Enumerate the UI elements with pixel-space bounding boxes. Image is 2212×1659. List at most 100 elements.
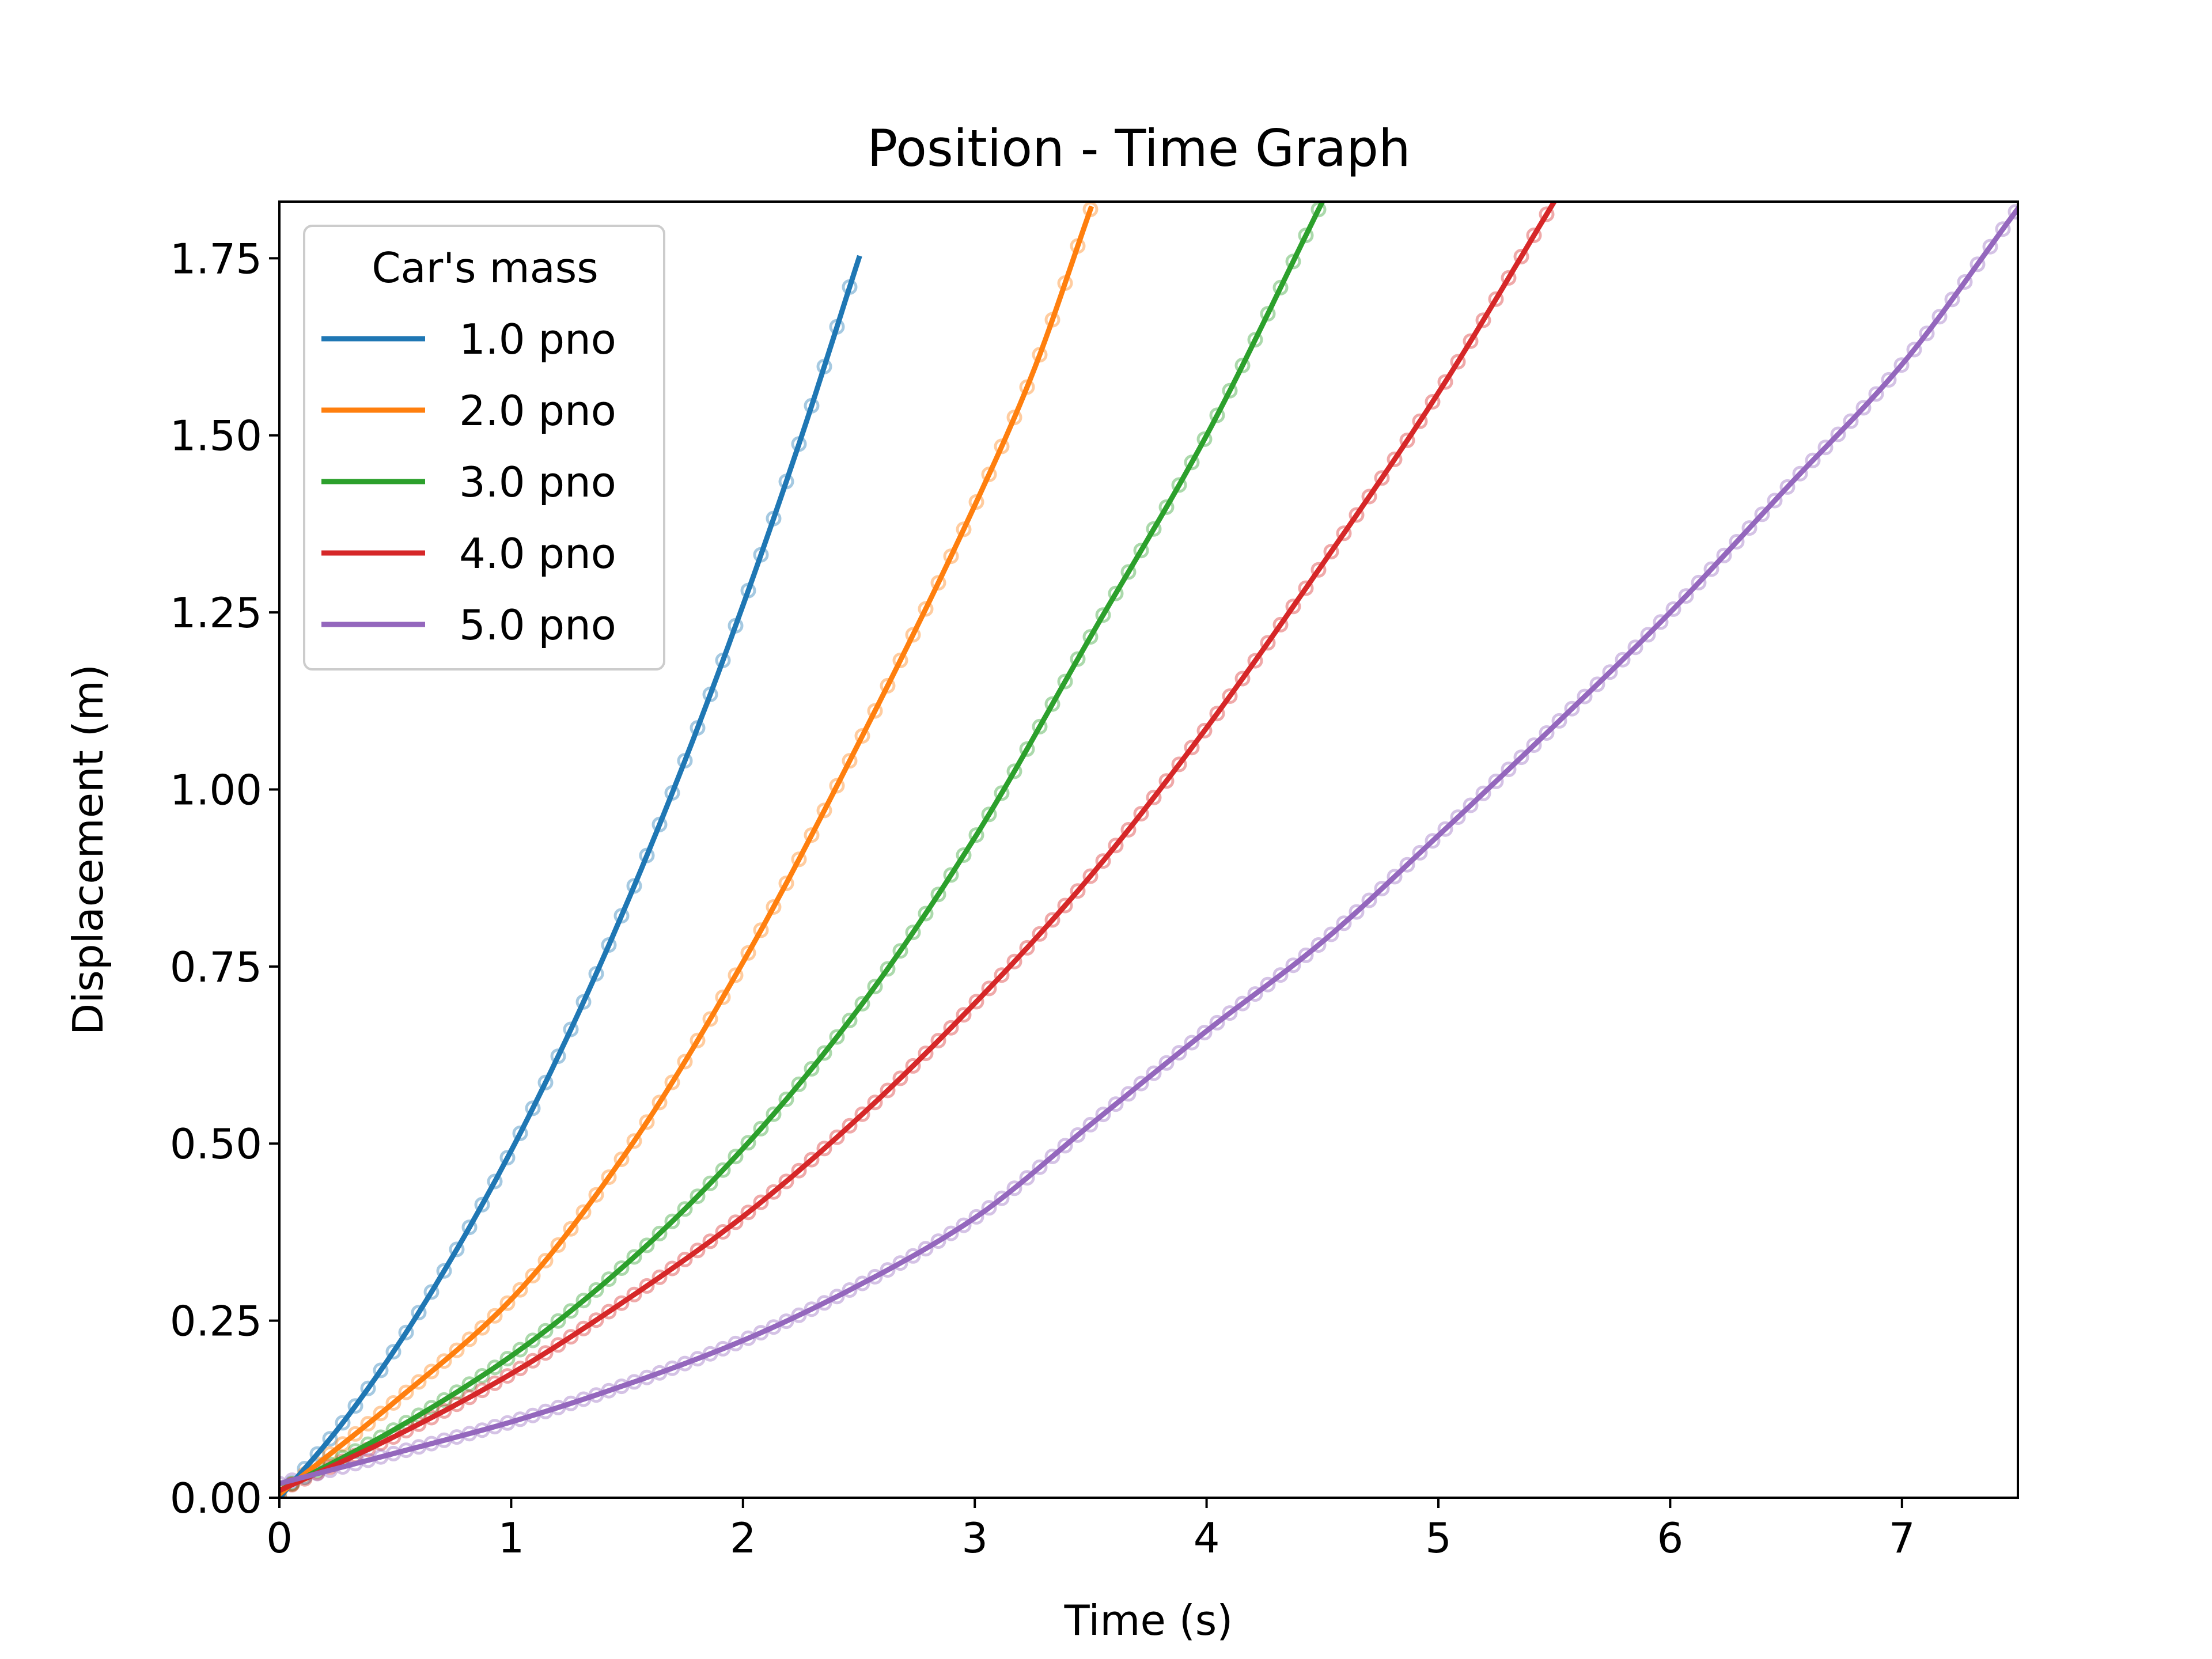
data-point xyxy=(1488,291,1504,307)
data-point xyxy=(1057,673,1073,690)
data-point xyxy=(411,1305,427,1321)
data-point xyxy=(360,1380,376,1396)
legend-title: Car's mass xyxy=(372,244,598,292)
data-point xyxy=(1095,607,1111,623)
data-point xyxy=(892,943,908,959)
data-point xyxy=(626,1249,642,1265)
data-point xyxy=(867,1094,883,1111)
data-point xyxy=(943,1225,959,1241)
data-point xyxy=(778,1313,794,1330)
data-point xyxy=(588,1187,604,1203)
data-point xyxy=(626,1133,642,1149)
data-point xyxy=(702,1175,718,1191)
data-point xyxy=(930,1233,946,1249)
data-point xyxy=(994,967,1010,983)
data-point xyxy=(766,1319,782,1335)
legend-label-5-0-pno: 5.0 pno xyxy=(459,601,616,649)
data-point xyxy=(1285,957,1301,974)
legend-entries: 1.0 pno 2.0 pno 3.0 pno 4.0 pno 5.0 pno xyxy=(321,315,616,649)
data-point xyxy=(1577,688,1593,704)
data-point xyxy=(791,1162,807,1179)
data-point xyxy=(322,1431,338,1447)
data-point xyxy=(1741,520,1758,536)
data-point xyxy=(1539,206,1555,222)
data-point xyxy=(1196,431,1213,447)
data-point xyxy=(385,1344,402,1360)
data-point xyxy=(512,1361,528,1377)
data-point xyxy=(1108,1096,1124,1112)
legend-label-1-0-pno: 1.0 pno xyxy=(459,315,616,363)
data-point xyxy=(474,1368,490,1384)
data-point xyxy=(905,925,921,941)
data-point xyxy=(1158,1055,1175,1071)
data-point xyxy=(1272,616,1289,632)
data-point xyxy=(1285,599,1301,615)
data-point xyxy=(1285,253,1301,270)
data-point xyxy=(1627,639,1643,656)
data-point xyxy=(1957,274,1973,290)
data-point xyxy=(943,867,959,883)
data-point xyxy=(1425,833,1441,849)
data-point xyxy=(1893,357,1910,373)
data-point xyxy=(778,876,794,891)
data-point xyxy=(525,1268,541,1283)
data-point xyxy=(1640,627,1656,643)
data-point xyxy=(930,887,946,903)
data-point xyxy=(398,1384,414,1400)
plot-area xyxy=(278,200,2019,1499)
y-axis-label: Displacement (m) xyxy=(64,664,112,1035)
data-point xyxy=(1222,688,1238,704)
data-point xyxy=(791,851,807,868)
data-point xyxy=(1995,221,2011,237)
data-point xyxy=(854,728,870,744)
data-point xyxy=(1184,454,1200,471)
data-point xyxy=(943,548,959,565)
data-point xyxy=(1171,477,1187,493)
y-tick-label: 1.25 xyxy=(170,589,262,637)
data-point xyxy=(943,1020,959,1036)
data-point xyxy=(1234,671,1251,687)
x-axis: 0 1 2 3 4 5 6 7 xyxy=(266,1498,1915,1562)
data-point xyxy=(892,1255,908,1271)
data-point xyxy=(1387,869,1403,885)
data-point xyxy=(715,1162,731,1178)
data-point xyxy=(385,1395,402,1411)
data-point xyxy=(1944,291,1960,308)
legend-label-4-0-pno: 4.0 pno xyxy=(459,529,616,578)
data-point xyxy=(753,1194,769,1210)
data-point xyxy=(842,1013,858,1028)
data-point xyxy=(1247,332,1263,348)
data-point xyxy=(1196,722,1213,738)
data-point xyxy=(1450,809,1466,825)
data-point xyxy=(1006,953,1022,969)
data-point xyxy=(740,945,756,961)
data-point xyxy=(512,1125,528,1141)
data-point xyxy=(1843,413,1859,429)
data-point xyxy=(1437,821,1453,837)
data-point xyxy=(1209,706,1225,722)
data-point xyxy=(816,802,832,819)
data-point xyxy=(1513,749,1529,766)
data-point xyxy=(575,1293,592,1309)
data-point xyxy=(842,753,858,769)
series-line-3-0-pno xyxy=(279,202,1325,1494)
data-point xyxy=(1374,470,1390,486)
data-point xyxy=(968,994,984,1010)
data-point xyxy=(677,1054,693,1070)
data-point xyxy=(854,1106,870,1122)
data-point xyxy=(1006,763,1022,779)
data-point xyxy=(613,1260,630,1276)
data-point xyxy=(1463,333,1479,349)
data-point xyxy=(1855,400,1872,416)
data-point xyxy=(474,1382,490,1399)
data-point xyxy=(423,1363,440,1380)
x-tick-label: 7 xyxy=(1889,1514,1915,1562)
data-point xyxy=(664,1213,680,1229)
data-point xyxy=(1019,940,1035,956)
data-point xyxy=(461,1389,478,1406)
series-4-0-pno-markers xyxy=(279,206,1555,1498)
data-point xyxy=(1450,354,1466,370)
data-point xyxy=(1323,926,1339,942)
data-point xyxy=(1716,547,1732,563)
data-point xyxy=(525,1100,541,1116)
